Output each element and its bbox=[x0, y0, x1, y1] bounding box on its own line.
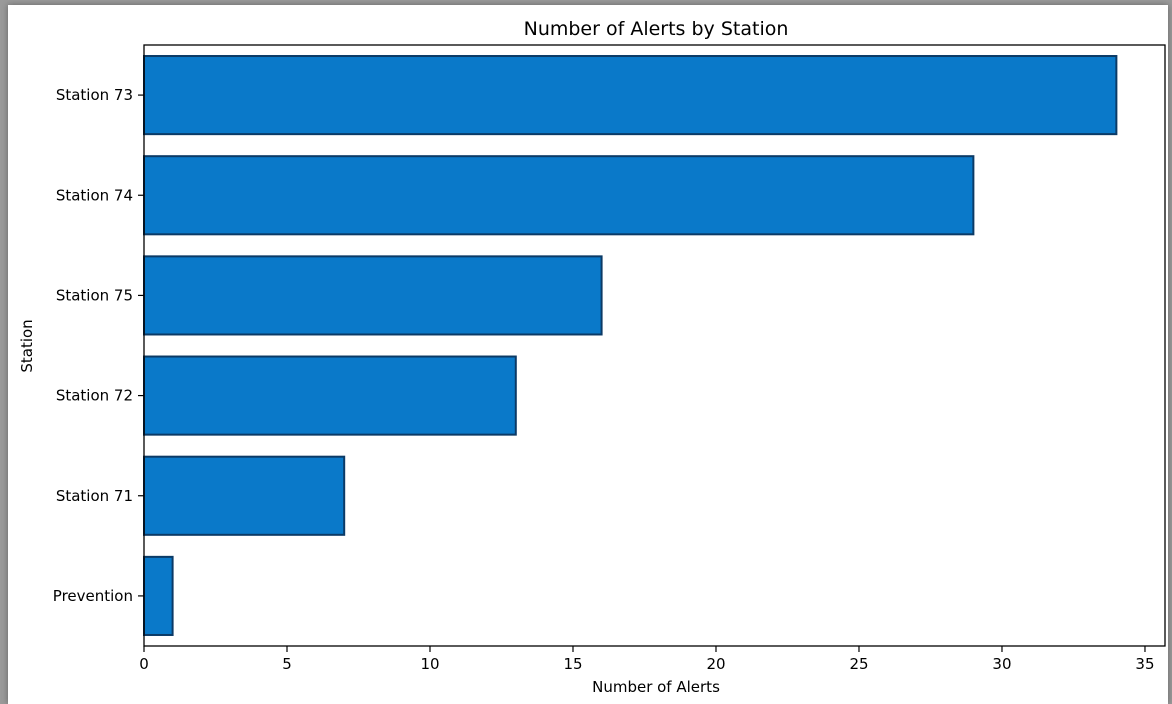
y-axis-label: Station bbox=[18, 319, 36, 372]
x-tick-label: 0 bbox=[139, 655, 149, 673]
chart-frame: Number of Alerts by Station Station 73 St… bbox=[8, 5, 1168, 704]
bar-station-75 bbox=[143, 255, 603, 336]
bar-chart: Number of Alerts by Station Station 73St… bbox=[18, 18, 1166, 696]
bar-station-74 bbox=[143, 155, 975, 236]
x-tick-label: 30 bbox=[992, 655, 1011, 673]
y-tick-label: Station 75 bbox=[56, 286, 133, 304]
y-tick-label: Station 73 bbox=[56, 86, 133, 104]
x-tick-label: 10 bbox=[420, 655, 439, 673]
x-tick-label: 5 bbox=[282, 655, 292, 673]
bar-prevention bbox=[143, 555, 174, 636]
x-tick-label: 25 bbox=[849, 655, 868, 673]
x-tick-label: 20 bbox=[706, 655, 725, 673]
x-axis-ticks: 0 5 10 15 20 25 30 35 bbox=[139, 646, 1155, 673]
bar-station-71 bbox=[143, 455, 346, 536]
bars-group bbox=[143, 55, 1118, 636]
y-tick-label: Station 72 bbox=[56, 387, 133, 405]
y-tick-label: Station 71 bbox=[56, 487, 133, 505]
x-tick-label: 15 bbox=[563, 655, 582, 673]
y-tick-label: Prevention bbox=[53, 587, 133, 605]
x-tick-label: 35 bbox=[1135, 655, 1154, 673]
plot-area-border bbox=[143, 44, 1166, 647]
bar-station-72 bbox=[143, 355, 517, 436]
y-axis-ticks: Station 73 Station 74 Station 75 Station 72… bbox=[53, 86, 144, 605]
y-tick-label: Station 74 bbox=[56, 186, 133, 204]
chart-title: Number of Alerts by Station bbox=[524, 18, 789, 40]
bar-station-73 bbox=[143, 55, 1118, 136]
x-axis-label: Number of Alerts bbox=[592, 678, 720, 696]
